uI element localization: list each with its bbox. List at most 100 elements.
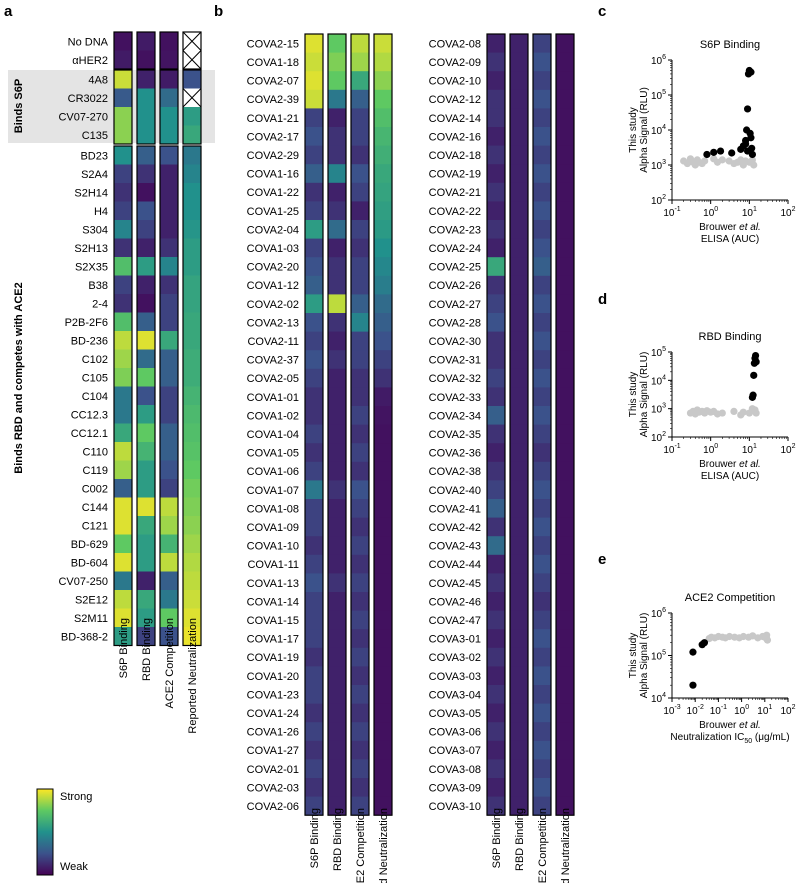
panel-a-rbd-cell bbox=[114, 627, 132, 646]
panel-a-rbd-row-label: S2H14 bbox=[74, 187, 108, 199]
panel-b-right-cell bbox=[556, 275, 574, 295]
panel-b-left-cell bbox=[374, 499, 392, 518]
panel-a-s6p-cell bbox=[137, 125, 155, 145]
panel-b-left-cell bbox=[305, 238, 323, 258]
panel-b-left-cell bbox=[374, 145, 392, 165]
panel-b-right-row-label: COVA2-18 bbox=[429, 150, 481, 162]
panel-b-left-cell bbox=[374, 759, 392, 779]
scatter-point bbox=[750, 371, 758, 379]
panel-a-control-cell bbox=[114, 32, 132, 51]
panel-b-left-cell bbox=[328, 592, 346, 611]
panel-b-left-cell bbox=[351, 796, 369, 816]
panel-b-right-cell bbox=[556, 350, 574, 370]
panel-a-rbd-row-label: BD-236 bbox=[71, 335, 108, 347]
panel-b-right-cell bbox=[556, 71, 574, 91]
panel-b-left-column-frame bbox=[304, 33, 324, 816]
panel-label-a: a bbox=[4, 3, 13, 20]
panel-b-right-cell bbox=[533, 145, 551, 165]
panel-b-left-cell bbox=[374, 331, 392, 351]
scatter-point bbox=[763, 636, 772, 644]
panel-b-left-cell bbox=[328, 387, 346, 407]
panel-a-rbd-row-label: C110 bbox=[83, 446, 108, 458]
panel-b-right-cell bbox=[487, 685, 505, 704]
panel-b-left-cell bbox=[305, 257, 323, 277]
panel-b-right-cell bbox=[487, 759, 505, 779]
panel-b-left-cell bbox=[374, 610, 392, 630]
panel-b-left-row-label: COVA1-14 bbox=[247, 596, 299, 608]
panel-a-rbd-cell bbox=[160, 201, 178, 221]
panel-a-control-cell-na-cross bbox=[182, 50, 202, 70]
panel-b-left-cell bbox=[351, 610, 369, 630]
panel-b-left-row-label: COVA2-29 bbox=[247, 150, 299, 162]
panel-a-rbd-cell bbox=[137, 312, 155, 332]
panel-b-left-cell bbox=[328, 201, 346, 221]
panel-a-rbd-cell bbox=[114, 608, 132, 628]
x-tick-label: 102 bbox=[780, 206, 795, 219]
panel-b-right-row-label: COVA2-30 bbox=[429, 336, 481, 348]
panel-b-right-cell bbox=[487, 703, 505, 723]
panel-a-rbd-row-label: C002 bbox=[82, 483, 108, 495]
panel-b-left-cell bbox=[351, 554, 369, 574]
panel-a-rbd-cell bbox=[114, 479, 132, 498]
panel-b-left-cell bbox=[374, 666, 392, 686]
panel-a-rbd-cell bbox=[183, 553, 201, 572]
panel-b-right-cell bbox=[487, 424, 505, 444]
panel-b-left-column-frame bbox=[373, 33, 393, 816]
scatter-point bbox=[747, 134, 755, 142]
panel-b-left-cell bbox=[351, 145, 369, 165]
panel-b-right-cell bbox=[533, 703, 551, 723]
panel-b-left-cell bbox=[351, 127, 369, 146]
panel-b-right-cell bbox=[510, 127, 528, 146]
panel-b-right-column-frame bbox=[509, 33, 529, 816]
panel-b-left-cell bbox=[305, 164, 323, 184]
panel-b-right-cell bbox=[556, 368, 574, 388]
panel-b-left-cell bbox=[374, 536, 392, 556]
binds-s6p-shade bbox=[8, 70, 215, 143]
panel-b-left-row-label: COVA2-13 bbox=[247, 317, 299, 329]
panel-a-rbd-cell bbox=[137, 201, 155, 221]
panel-a-control-cell bbox=[160, 32, 178, 51]
x-axis-label-line1: Brouwer et al. bbox=[699, 222, 761, 233]
panel-a-rbd-cell bbox=[137, 257, 155, 276]
panel-a-rbd-cell bbox=[137, 442, 155, 461]
panel-b-right-row-label: COVA2-16 bbox=[429, 131, 481, 143]
panel-a-s6p-column-frame bbox=[159, 69, 179, 145]
panel-a-rbd-cell bbox=[114, 312, 132, 332]
panel-b-right-cell bbox=[533, 629, 551, 649]
panel-b-right-cell bbox=[533, 647, 551, 667]
panel-b-left-cell bbox=[351, 201, 369, 221]
panel-b-left-row-label: COVA2-03 bbox=[247, 782, 299, 794]
panel-a-rbd-cell bbox=[160, 386, 178, 406]
panel-b-right-column-label: S6P Binding bbox=[491, 808, 503, 868]
panel-b-left-cell bbox=[374, 34, 392, 53]
x-tick-label: 10-2 bbox=[687, 704, 704, 717]
panel-b-left-cell bbox=[351, 52, 369, 72]
panel-b-right-cell bbox=[487, 201, 505, 221]
panel-a-s6p-cell bbox=[183, 107, 201, 126]
panel-b-right-cell bbox=[487, 164, 505, 184]
panel-b-left-cell bbox=[305, 127, 323, 146]
panel-b-right-cell bbox=[487, 517, 505, 537]
panel-b-left-cell bbox=[328, 182, 346, 202]
panel-b-left-cell bbox=[328, 685, 346, 704]
panel-b-left-cell bbox=[305, 406, 323, 425]
panel-b-right-row-label: COVA2-35 bbox=[429, 429, 481, 441]
panel-b-right-row-label: COVA2-08 bbox=[429, 38, 481, 50]
panel-b-left-row-label: COVA1-24 bbox=[247, 708, 299, 720]
panel-b-right-row-label: COVA2-34 bbox=[429, 410, 481, 422]
panel-b-left-cell bbox=[374, 182, 392, 202]
panel-b-left-column-label: S6P Binding bbox=[309, 808, 321, 868]
panel-b-right-cell bbox=[487, 443, 505, 463]
scatter-point bbox=[750, 161, 758, 169]
panel-b-left-cell bbox=[305, 573, 323, 593]
y-axis-label-line1: This study bbox=[628, 633, 639, 679]
panel-a-rbd-cell bbox=[114, 331, 132, 350]
panel-b-right-row-label: COVA2-47 bbox=[429, 615, 481, 627]
panel-a-rbd-cell bbox=[137, 553, 155, 572]
x-tick-label: 10-1 bbox=[663, 206, 680, 219]
panel-b-left-row-label: COVA2-37 bbox=[247, 355, 299, 367]
scatter-point bbox=[710, 148, 718, 156]
panel-b-right-cell bbox=[556, 443, 574, 463]
panel-b-right-cell bbox=[556, 238, 574, 258]
binds-rbd-label: Binds RBD and competes with ACE2 bbox=[13, 282, 25, 474]
